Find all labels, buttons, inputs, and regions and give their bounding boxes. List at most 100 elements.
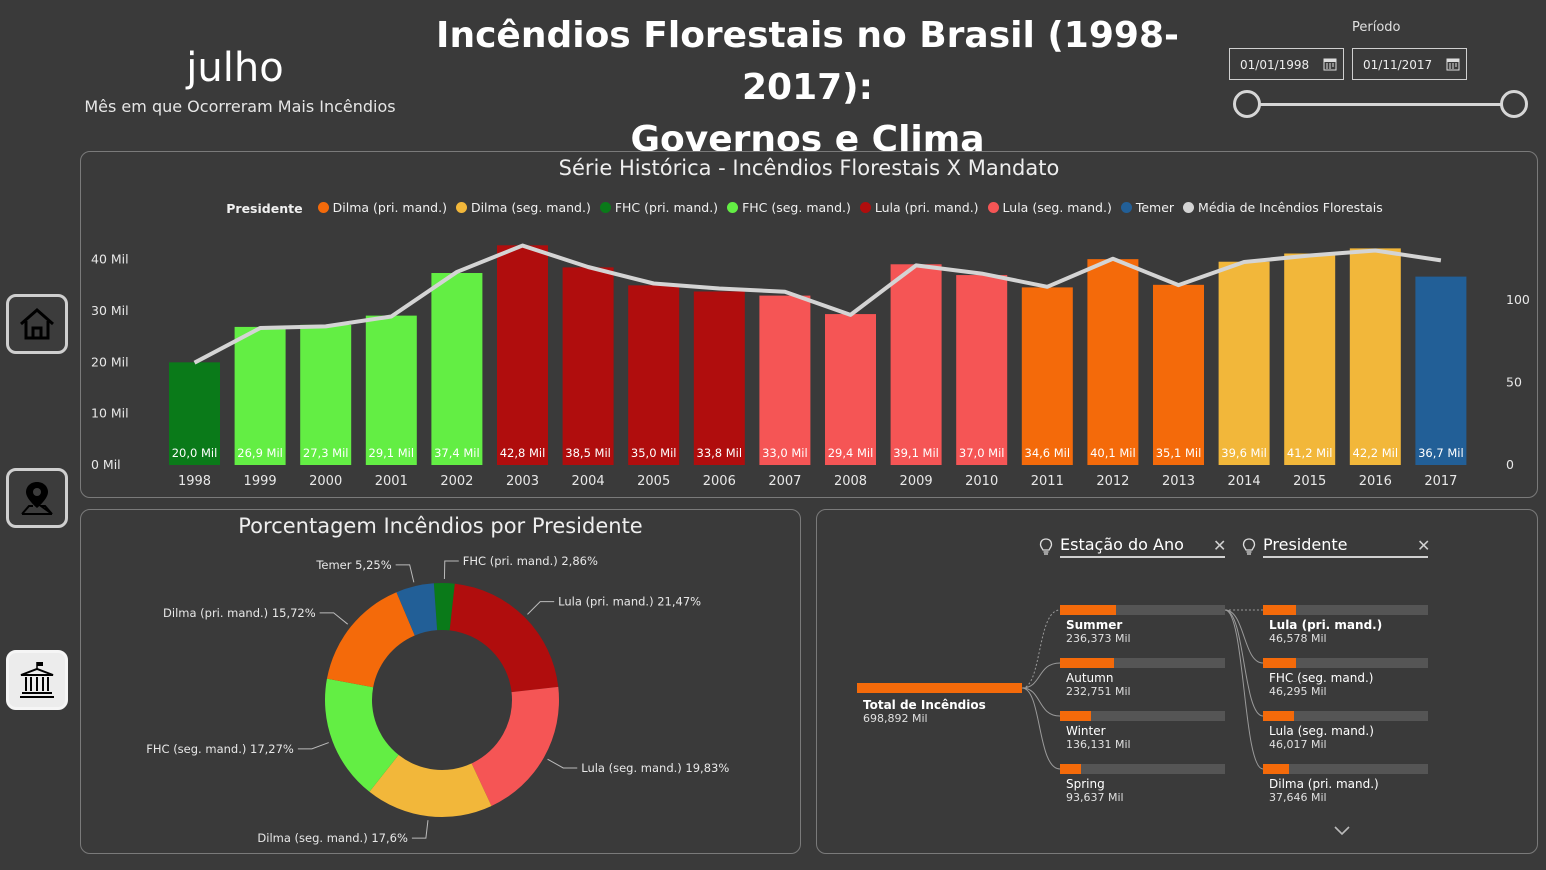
tree-node-bar-bg[interactable] bbox=[1060, 605, 1225, 615]
bar-2010[interactable] bbox=[956, 275, 1008, 465]
bar-2012[interactable] bbox=[1087, 259, 1139, 465]
tree-node-label: Dilma (pri. mand.) bbox=[1269, 777, 1379, 791]
government-building-icon bbox=[20, 662, 54, 698]
bar-value-label: 27,3 Mil bbox=[303, 446, 349, 460]
donut-leader-line bbox=[395, 564, 415, 583]
bar-2016[interactable] bbox=[1349, 248, 1401, 465]
chart-legend: Presidente Dilma (pri. mand.) Dilma (seg.… bbox=[81, 198, 1537, 217]
bar-2015[interactable] bbox=[1284, 253, 1336, 465]
bar-value-label: 20,0 Mil bbox=[172, 446, 218, 460]
bar-2014[interactable] bbox=[1218, 261, 1270, 465]
bar-2008[interactable] bbox=[825, 314, 876, 465]
donut-slice-label: Dilma (seg. mand.) 17,6% bbox=[257, 831, 408, 845]
legend-item[interactable]: FHC (seg. mand.) bbox=[727, 200, 851, 215]
tree-node-bar-bg[interactable] bbox=[1263, 658, 1428, 668]
page-title-line1: Incêndios Florestais no Brasil (1998-201… bbox=[436, 15, 1179, 108]
legend-dot bbox=[727, 202, 739, 213]
donut-chart: FHC (pri. mand.) 2,86% Lula (pri. mand.) … bbox=[146, 554, 729, 845]
tree-node-bar-fill bbox=[1263, 711, 1294, 721]
legend-item[interactable]: Dilma (seg. mand.) bbox=[455, 200, 591, 215]
x-axis-tick-label: 2014 bbox=[1228, 474, 1261, 489]
home-button[interactable] bbox=[6, 294, 68, 354]
x-axis-tick-label: 1998 bbox=[178, 474, 211, 489]
donut-slice[interactable] bbox=[471, 686, 559, 807]
donut-slice[interactable] bbox=[433, 583, 455, 631]
bar-2000[interactable] bbox=[300, 324, 352, 465]
bar-2011[interactable] bbox=[1021, 287, 1073, 465]
date-start-input[interactable]: 01/01/1998 bbox=[1229, 48, 1344, 80]
bar-value-label: 41,2 Mil bbox=[1287, 446, 1333, 460]
tree-header-president[interactable]: Presidente bbox=[1263, 535, 1428, 558]
top-month-value: julho bbox=[186, 45, 284, 91]
y-axis-tick-label: 30 Mil bbox=[91, 303, 129, 318]
tree-header-season[interactable]: Estação do Ano bbox=[1060, 535, 1225, 558]
remove-president-level-icon[interactable]: ✕ bbox=[1417, 536, 1431, 555]
bar-2017[interactable] bbox=[1415, 276, 1467, 465]
bar-2007[interactable] bbox=[759, 295, 811, 465]
bar-value-label: 40,1 Mil bbox=[1090, 446, 1136, 460]
remove-season-level-icon[interactable]: ✕ bbox=[1213, 536, 1227, 555]
bar-2002[interactable] bbox=[431, 273, 483, 465]
tree-connector bbox=[1021, 662, 1061, 689]
average-fires-line[interactable] bbox=[193, 243, 1442, 365]
donut-slice[interactable] bbox=[326, 592, 415, 688]
bar-2005[interactable] bbox=[628, 285, 680, 465]
tree-node-bar-bg[interactable] bbox=[1060, 764, 1225, 774]
bar-2006[interactable] bbox=[693, 291, 745, 465]
legend-item[interactable]: Média de Incêndios Florestais bbox=[1183, 200, 1383, 215]
legend-item[interactable]: FHC (pri. mand.) bbox=[599, 200, 718, 215]
tree-node-value: 93,637 Mil bbox=[1066, 791, 1124, 804]
tree-root-bar[interactable] bbox=[857, 683, 1022, 693]
tree-root-label: Total de Incêndios bbox=[863, 698, 986, 712]
bar-1998[interactable] bbox=[169, 362, 220, 465]
legend-items: Dilma (pri. mand.) Dilma (seg. mand.) FHC … bbox=[317, 198, 1392, 217]
tree-node-label: Autumn bbox=[1066, 671, 1114, 685]
donut-slice[interactable] bbox=[396, 583, 438, 636]
donut-slice[interactable] bbox=[325, 678, 399, 792]
x-axis-tick-label: 2015 bbox=[1293, 474, 1326, 489]
map-button[interactable] bbox=[6, 468, 68, 528]
bar-2004[interactable] bbox=[562, 267, 614, 465]
tree-node-value: 46,578 Mil bbox=[1269, 632, 1327, 645]
historical-chart-title: Série Histórica - Incêndios Florestais X… bbox=[558, 156, 1060, 180]
tree-node-bar-bg[interactable] bbox=[1060, 711, 1225, 721]
period-slider-start-handle[interactable] bbox=[1233, 90, 1261, 118]
tree-node-bar-bg[interactable] bbox=[1263, 711, 1428, 721]
lightbulb-icon bbox=[1039, 538, 1053, 555]
bar-value-label: 29,1 Mil bbox=[369, 446, 415, 460]
x-axis-tick-label: 2005 bbox=[637, 474, 670, 489]
bar-2009[interactable] bbox=[890, 264, 942, 465]
legend-dot bbox=[455, 202, 467, 213]
tree-node-bar-fill bbox=[1263, 764, 1289, 774]
donut-slice[interactable] bbox=[449, 583, 559, 693]
bar-value-label: 35,1 Mil bbox=[1156, 446, 1202, 460]
tree-connector bbox=[1224, 609, 1264, 717]
period-slider-track[interactable] bbox=[1246, 103, 1514, 106]
tree-node-bar-bg[interactable] bbox=[1263, 605, 1428, 615]
calendar-icon[interactable] bbox=[1323, 57, 1337, 71]
calendar-icon[interactable] bbox=[1446, 57, 1460, 71]
bar-1999[interactable] bbox=[234, 326, 286, 465]
date-end-input[interactable]: 01/11/2017 bbox=[1352, 48, 1467, 80]
legend-item[interactable]: Temer bbox=[1120, 200, 1174, 215]
donut-slice[interactable] bbox=[369, 754, 492, 817]
tree-node-bar-bg[interactable] bbox=[1263, 764, 1428, 774]
donut-leader-line bbox=[527, 601, 555, 615]
legend-item[interactable]: Lula (seg. mand.) bbox=[987, 200, 1112, 215]
legend-dot bbox=[1183, 202, 1195, 213]
bar-2001[interactable] bbox=[365, 315, 417, 465]
chevron-down-icon[interactable] bbox=[1333, 825, 1351, 837]
legend-item[interactable]: Lula (pri. mand.) bbox=[859, 200, 979, 215]
legend-label: Média de Incêndios Florestais bbox=[1198, 200, 1383, 215]
legend-item[interactable]: Dilma (pri. mand.) bbox=[317, 200, 447, 215]
tree-node-value: 136,131 Mil bbox=[1066, 738, 1131, 751]
tree-node-bar-bg[interactable] bbox=[1060, 658, 1225, 668]
bar-2003[interactable] bbox=[497, 245, 548, 465]
bar-2013[interactable] bbox=[1153, 284, 1204, 465]
government-button[interactable] bbox=[6, 650, 68, 710]
bar-value-label: 26,9 Mil bbox=[237, 446, 283, 460]
tree-node-value: 236,373 Mil bbox=[1066, 632, 1131, 645]
period-slider-end-handle[interactable] bbox=[1500, 90, 1528, 118]
legend-dot bbox=[859, 202, 871, 213]
tree-node-bar-fill bbox=[1263, 658, 1296, 668]
